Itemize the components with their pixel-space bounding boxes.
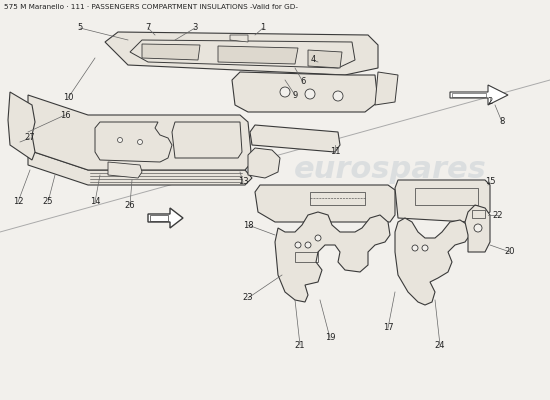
Text: 11: 11 xyxy=(330,148,340,156)
Polygon shape xyxy=(465,205,490,252)
Text: 23: 23 xyxy=(243,294,254,302)
Text: 25: 25 xyxy=(43,198,53,206)
Polygon shape xyxy=(308,50,342,68)
Text: 22: 22 xyxy=(493,210,503,220)
Text: 6: 6 xyxy=(300,78,306,86)
Text: 2: 2 xyxy=(487,98,493,106)
Text: 18: 18 xyxy=(243,220,254,230)
Circle shape xyxy=(295,242,301,248)
Polygon shape xyxy=(450,85,508,105)
Text: 7: 7 xyxy=(145,24,151,32)
Text: 1: 1 xyxy=(260,24,266,32)
Text: 3: 3 xyxy=(192,24,197,32)
Circle shape xyxy=(333,91,343,101)
Polygon shape xyxy=(375,72,398,105)
Text: 14: 14 xyxy=(90,198,100,206)
Circle shape xyxy=(138,140,142,144)
Circle shape xyxy=(422,245,428,251)
Polygon shape xyxy=(130,40,355,68)
Text: 17: 17 xyxy=(383,324,393,332)
Polygon shape xyxy=(95,122,172,162)
Text: 26: 26 xyxy=(125,200,135,210)
Text: 8: 8 xyxy=(499,118,505,126)
Text: 4: 4 xyxy=(310,56,316,64)
Text: eurospares: eurospares xyxy=(294,156,486,184)
Polygon shape xyxy=(8,92,35,160)
Circle shape xyxy=(315,235,321,241)
Circle shape xyxy=(118,138,123,142)
Circle shape xyxy=(280,87,290,97)
Polygon shape xyxy=(255,185,395,222)
Polygon shape xyxy=(395,180,490,222)
Text: 12: 12 xyxy=(13,198,23,206)
Polygon shape xyxy=(248,148,280,178)
Polygon shape xyxy=(105,32,378,75)
Circle shape xyxy=(474,224,482,232)
Text: 19: 19 xyxy=(324,334,336,342)
Polygon shape xyxy=(250,125,340,152)
Text: 21: 21 xyxy=(295,340,305,350)
Circle shape xyxy=(305,242,311,248)
Polygon shape xyxy=(28,95,252,170)
Polygon shape xyxy=(172,122,242,158)
Text: 15: 15 xyxy=(485,178,495,186)
Text: 20: 20 xyxy=(505,248,515,256)
Text: eurospares: eurospares xyxy=(64,156,256,184)
Polygon shape xyxy=(108,162,142,178)
Circle shape xyxy=(305,89,315,99)
Polygon shape xyxy=(232,72,378,112)
Polygon shape xyxy=(230,35,248,42)
Text: 16: 16 xyxy=(60,110,70,120)
Text: 10: 10 xyxy=(63,94,73,102)
Polygon shape xyxy=(28,150,252,185)
Polygon shape xyxy=(218,46,298,64)
Text: 13: 13 xyxy=(238,178,248,186)
Text: 9: 9 xyxy=(293,90,298,100)
Polygon shape xyxy=(395,218,470,305)
Text: 575 M Maranello · 111 · PASSENGERS COMPARTMENT INSULATIONS -Valid for GD-: 575 M Maranello · 111 · PASSENGERS COMPA… xyxy=(4,4,298,10)
Text: 27: 27 xyxy=(25,134,35,142)
Polygon shape xyxy=(275,212,390,302)
Polygon shape xyxy=(148,208,183,228)
Text: 24: 24 xyxy=(434,340,446,350)
Circle shape xyxy=(412,245,418,251)
Polygon shape xyxy=(142,44,200,60)
Text: 5: 5 xyxy=(78,24,82,32)
